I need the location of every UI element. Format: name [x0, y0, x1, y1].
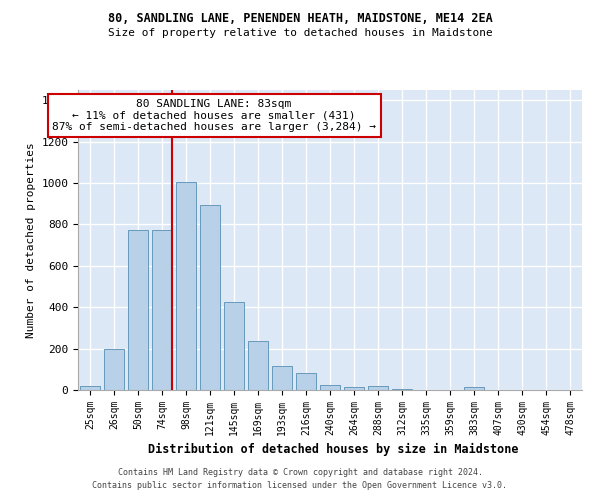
- Bar: [128, 230, 148, 390]
- Bar: [368, 386, 388, 390]
- Bar: [272, 366, 292, 390]
- Bar: [200, 205, 220, 390]
- Text: Contains public sector information licensed under the Open Government Licence v3: Contains public sector information licen…: [92, 480, 508, 490]
- Bar: [392, 389, 412, 390]
- Bar: [152, 230, 172, 390]
- Bar: [344, 387, 364, 390]
- Text: 80, SANDLING LANE, PENENDEN HEATH, MAIDSTONE, ME14 2EA: 80, SANDLING LANE, PENENDEN HEATH, MAIDS…: [107, 12, 493, 26]
- Bar: [248, 342, 268, 390]
- Bar: [320, 385, 340, 390]
- Bar: [224, 302, 244, 390]
- Y-axis label: Number of detached properties: Number of detached properties: [26, 142, 36, 338]
- Bar: [80, 386, 100, 390]
- Bar: [296, 374, 316, 390]
- Text: Contains HM Land Registry data © Crown copyright and database right 2024.: Contains HM Land Registry data © Crown c…: [118, 468, 482, 477]
- Text: Distribution of detached houses by size in Maidstone: Distribution of detached houses by size …: [148, 442, 518, 456]
- Text: Size of property relative to detached houses in Maidstone: Size of property relative to detached ho…: [107, 28, 493, 38]
- Bar: [464, 387, 484, 390]
- Bar: [176, 182, 196, 390]
- Bar: [104, 348, 124, 390]
- Text: 80 SANDLING LANE: 83sqm
← 11% of detached houses are smaller (431)
87% of semi-d: 80 SANDLING LANE: 83sqm ← 11% of detache…: [52, 99, 376, 132]
